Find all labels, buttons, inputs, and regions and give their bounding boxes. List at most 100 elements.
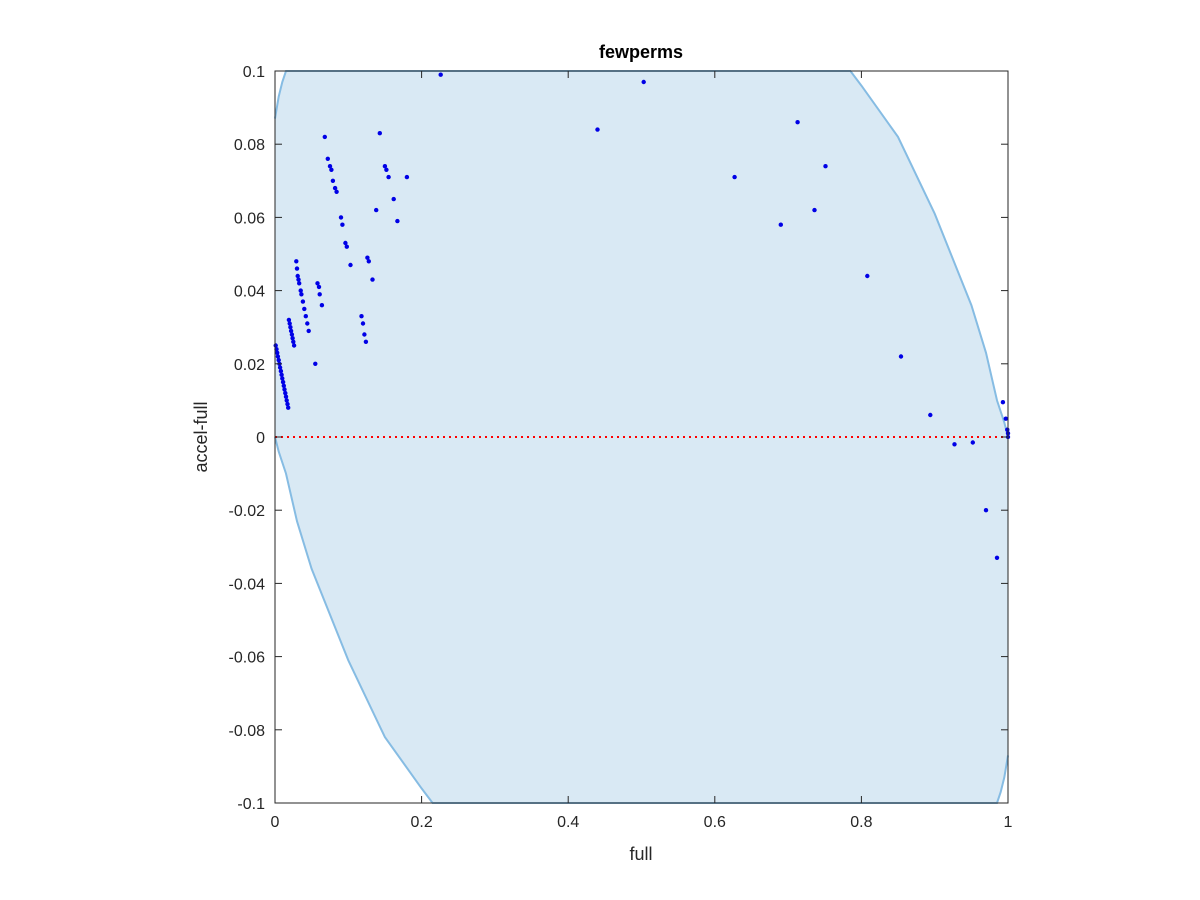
data-point <box>360 321 366 326</box>
y-axis-label: accel-full <box>191 401 211 472</box>
y-tick-label: 0.06 <box>234 210 265 227</box>
data-point <box>377 131 382 136</box>
data-point <box>795 120 800 125</box>
data-point <box>316 284 322 290</box>
data-point <box>595 127 600 132</box>
data-point <box>365 255 370 260</box>
data-point <box>340 222 345 227</box>
data-point <box>291 339 296 344</box>
confidence-region-lower-edge <box>274 436 1009 804</box>
x-tick-label: 0.6 <box>704 814 726 831</box>
data-point <box>291 343 297 348</box>
data-point <box>284 398 289 403</box>
y-axis-ticks: -0.1 -0.08 -0.06 -0.04 -0.02 0 0.02 0.04 0.06 0.0… <box>229 64 1008 813</box>
data-point <box>325 156 330 161</box>
data-point <box>778 222 783 227</box>
data-point <box>280 379 286 385</box>
data-point <box>315 281 320 286</box>
confidence-region-upper-edge <box>274 70 1009 438</box>
data-point <box>404 174 410 180</box>
data-point <box>970 440 975 445</box>
data-point <box>332 185 338 191</box>
chart-title: fewperms <box>599 42 683 62</box>
data-point <box>366 259 371 264</box>
data-point <box>294 259 299 264</box>
data-point <box>282 387 287 392</box>
data-point <box>283 390 288 396</box>
data-point <box>279 372 284 377</box>
x-tick-label: 0.8 <box>850 814 872 831</box>
data-point <box>306 328 311 334</box>
data-point <box>898 354 904 359</box>
data-point <box>285 401 290 407</box>
data-point <box>280 376 285 381</box>
data-point <box>296 277 301 282</box>
x-axis-label: full <box>629 844 652 864</box>
data-point <box>330 178 336 183</box>
data-point <box>327 164 333 169</box>
data-point <box>363 339 369 344</box>
data-point <box>395 218 400 224</box>
data-point <box>994 555 1000 560</box>
data-point <box>983 508 989 513</box>
data-point <box>823 164 828 169</box>
data-point <box>288 328 294 334</box>
y-tick-label: -0.08 <box>229 723 266 740</box>
data-point <box>641 79 646 85</box>
data-point <box>281 383 286 388</box>
data-point <box>299 292 304 297</box>
y-tick-label: 0.02 <box>234 357 265 374</box>
data-point <box>391 196 396 202</box>
data-point <box>344 244 349 249</box>
data-point <box>276 357 281 363</box>
data-point <box>362 332 367 337</box>
data-point <box>303 314 308 319</box>
data-point <box>277 365 283 370</box>
data-point <box>298 288 303 293</box>
data-point <box>343 240 348 246</box>
x-axis-ticks: 0 0.2 0.4 0.6 0.8 1 <box>271 71 1013 831</box>
y-tick-label: 0.1 <box>243 64 265 81</box>
data-point <box>286 317 292 323</box>
x-tick-label: 0.4 <box>557 814 579 831</box>
data-point <box>305 321 310 326</box>
data-point <box>928 412 933 418</box>
data-point <box>283 394 289 399</box>
data-point <box>1000 400 1006 405</box>
data-point <box>295 273 300 279</box>
data-point <box>384 167 389 172</box>
data-point <box>313 361 318 366</box>
y-tick-label: -0.02 <box>229 503 266 520</box>
data-point <box>438 72 443 77</box>
data-point <box>319 303 325 308</box>
data-point <box>297 281 302 286</box>
data-point <box>374 207 379 213</box>
y-tick-label: -0.06 <box>229 650 266 667</box>
y-tick-label: 0.08 <box>234 137 265 154</box>
plot-area <box>273 70 1011 804</box>
data-point <box>338 215 344 220</box>
data-point <box>1003 416 1008 421</box>
data-point <box>386 174 391 180</box>
data-point <box>287 321 292 326</box>
x-tick-label: 1 <box>1004 814 1013 831</box>
y-tick-label: 0 <box>256 430 265 447</box>
data-point <box>288 325 293 330</box>
data-point <box>289 332 295 337</box>
data-point <box>317 292 322 297</box>
data-point <box>294 266 300 271</box>
data-point <box>275 350 280 355</box>
data-point <box>278 368 284 374</box>
y-tick-label: -0.1 <box>237 796 265 813</box>
data-point <box>348 262 353 268</box>
data-point <box>286 405 291 410</box>
data-point <box>865 273 870 279</box>
data-point <box>359 314 364 319</box>
data-point <box>273 343 278 348</box>
data-point <box>812 207 817 213</box>
data-point <box>322 134 327 140</box>
x-tick-label: 0 <box>271 814 280 831</box>
data-point <box>370 277 375 282</box>
data-point <box>290 336 295 341</box>
